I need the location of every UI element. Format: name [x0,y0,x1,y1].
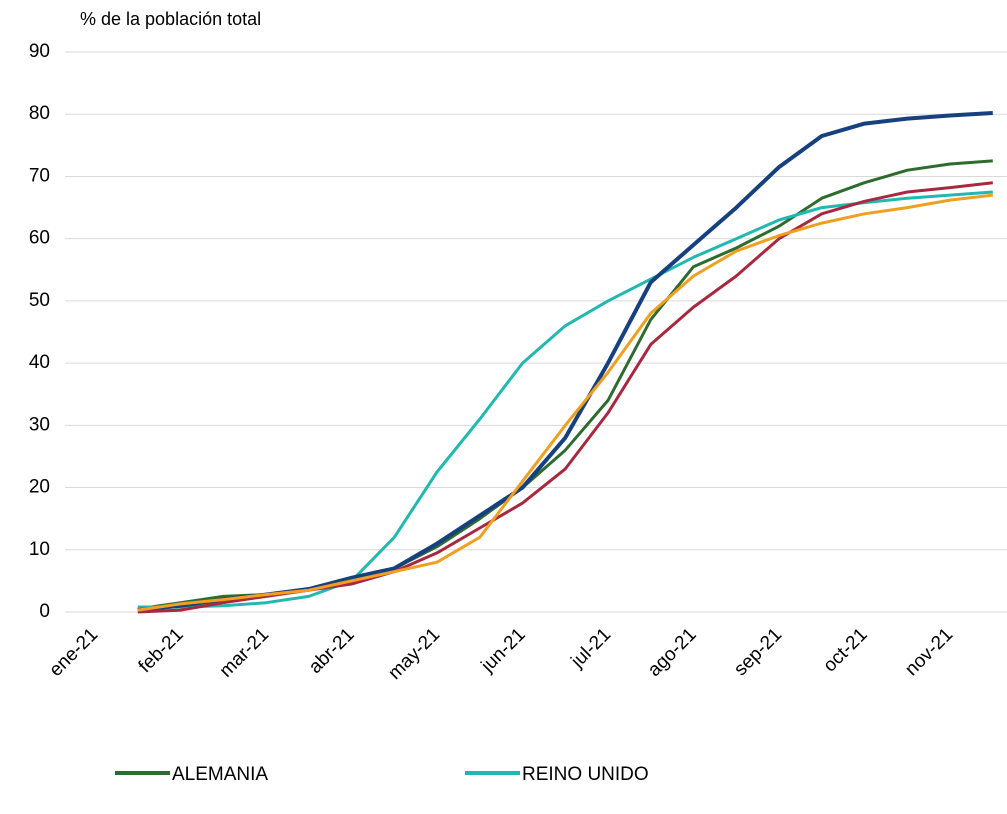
x-tick-label: ago-21 [644,624,701,681]
x-tick-label: oct-21 [819,624,871,676]
legend-label: ALEMANIA [172,764,268,785]
x-tick-label: sep-21 [730,624,786,680]
series-line [137,181,993,614]
x-tick-label: may-21 [384,624,444,684]
y-tick-label: 70 [29,165,50,186]
x-tick-label: mar-21 [216,624,273,681]
x-tick-label: jul-21 [567,624,615,672]
series-line [137,193,993,612]
series-line [137,190,993,609]
series-line [137,159,993,611]
y-axis-title: % de la población total [80,9,261,29]
x-tick-label: jun-21 [477,624,530,677]
y-tick-label: 40 [29,352,50,373]
y-tick-label: 0 [39,601,50,622]
y-tick-label: 90 [29,41,50,62]
x-tick-label: abr-21 [305,624,359,678]
y-tick-label: 10 [29,539,50,560]
series-line [137,111,993,613]
y-tick-label: 20 [29,477,50,498]
y-tick-label: 30 [29,414,50,435]
y-tick-label: 50 [29,290,50,311]
legend-label: REINO UNIDO [522,764,649,785]
x-tick-label: ene-21 [45,624,102,681]
y-tick-label: 60 [29,228,50,249]
y-tick-label: 80 [29,103,50,124]
x-tick-label: nov-21 [901,624,957,680]
x-tick-label: feb-21 [135,624,188,677]
